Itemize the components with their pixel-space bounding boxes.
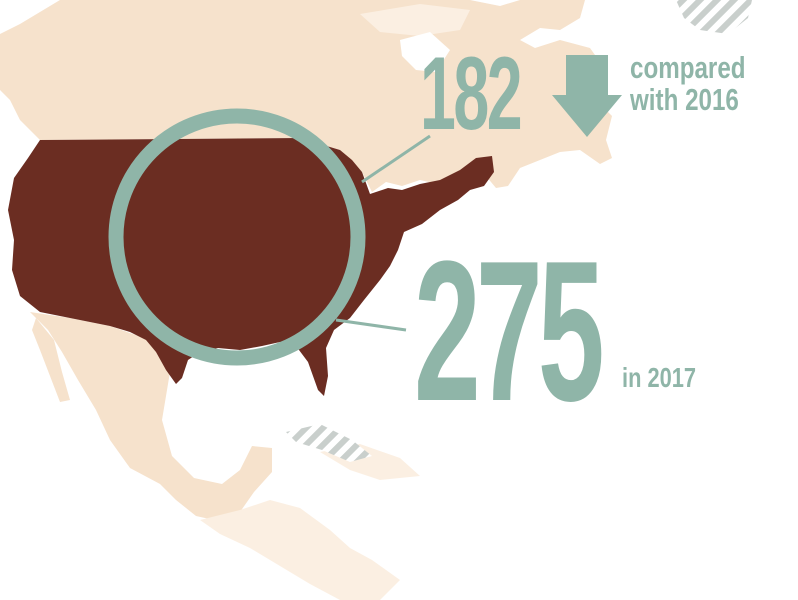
arctic-island (360, 4, 470, 36)
usa-landmass (8, 138, 494, 396)
connector-line-182 (361, 134, 431, 184)
stat-previous-caption-line2: with 2016 (630, 81, 739, 117)
stat-current-caption: in 2017 (622, 362, 697, 393)
stat-previous-caption: compared with 2016 (630, 52, 798, 115)
connector-line-275 (335, 318, 407, 332)
down-arrow-icon (552, 55, 622, 137)
mexico-landmass (30, 312, 272, 520)
cuba-hatched (286, 424, 372, 462)
stat-previous-value: 182 (420, 36, 523, 152)
stat-current-value: 275 (414, 220, 605, 443)
baja-peninsula (32, 318, 70, 402)
highlight-ring (108, 108, 366, 366)
canada-landmass (0, 0, 612, 192)
stat-previous-caption-line1: compared (630, 50, 746, 85)
greenland-hatched (676, 0, 752, 34)
hudson-area (400, 32, 450, 72)
central-america (200, 500, 400, 600)
